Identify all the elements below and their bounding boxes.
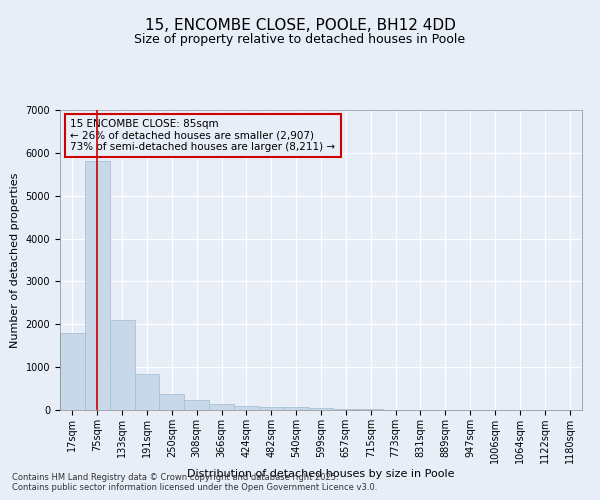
Bar — [160, 394, 184, 410]
Bar — [209, 404, 234, 410]
Bar — [334, 409, 358, 410]
Bar — [85, 162, 110, 410]
Text: 15, ENCOMBE CLOSE, POOLE, BH12 4DD: 15, ENCOMBE CLOSE, POOLE, BH12 4DD — [145, 18, 455, 32]
Bar — [234, 406, 259, 410]
Bar — [259, 406, 284, 410]
Bar — [134, 374, 160, 410]
Text: Size of property relative to detached houses in Poole: Size of property relative to detached ho… — [134, 32, 466, 46]
Bar — [184, 400, 209, 410]
Text: Contains HM Land Registry data © Crown copyright and database right 2025.
Contai: Contains HM Land Registry data © Crown c… — [12, 473, 377, 492]
Bar — [110, 320, 134, 410]
Bar — [284, 408, 308, 410]
Bar — [60, 333, 85, 410]
Text: 15 ENCOMBE CLOSE: 85sqm
← 26% of detached houses are smaller (2,907)
73% of semi: 15 ENCOMBE CLOSE: 85sqm ← 26% of detache… — [70, 119, 335, 152]
X-axis label: Distribution of detached houses by size in Poole: Distribution of detached houses by size … — [187, 468, 455, 478]
Y-axis label: Number of detached properties: Number of detached properties — [10, 172, 20, 348]
Bar — [308, 408, 334, 410]
